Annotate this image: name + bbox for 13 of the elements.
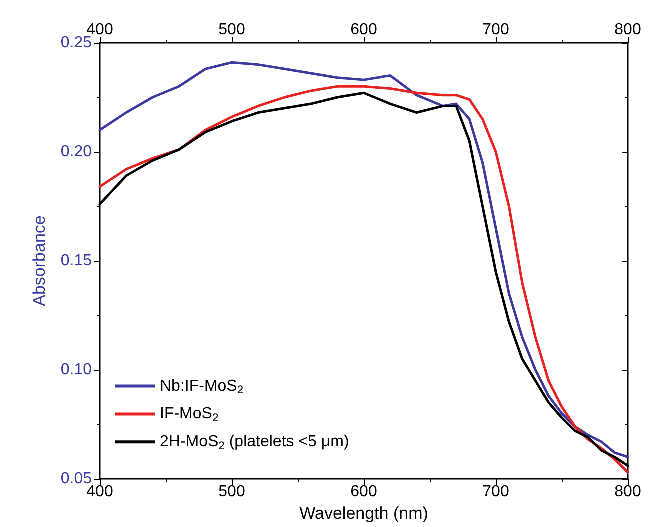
x-tick-label: 600 <box>350 484 378 500</box>
y-tick-label: 0.20 <box>60 144 92 160</box>
x-axis-title: Wavelength (nm) <box>300 504 428 523</box>
x-tick-label: 800 <box>614 484 642 500</box>
y-tick-label: 0.15 <box>60 252 92 270</box>
y-axis-title: Absorbance <box>30 216 49 306</box>
y-tick-label: 0.10 <box>60 362 92 378</box>
x2-tick-label: 800 <box>614 22 642 38</box>
x2-tick-label: 700 <box>482 22 510 38</box>
x2-tick-label: 500 <box>218 22 246 38</box>
x-tick-label: 500 <box>218 484 246 500</box>
x2-tick-label: 600 <box>350 22 378 38</box>
x-tick-label: 700 <box>482 484 510 500</box>
